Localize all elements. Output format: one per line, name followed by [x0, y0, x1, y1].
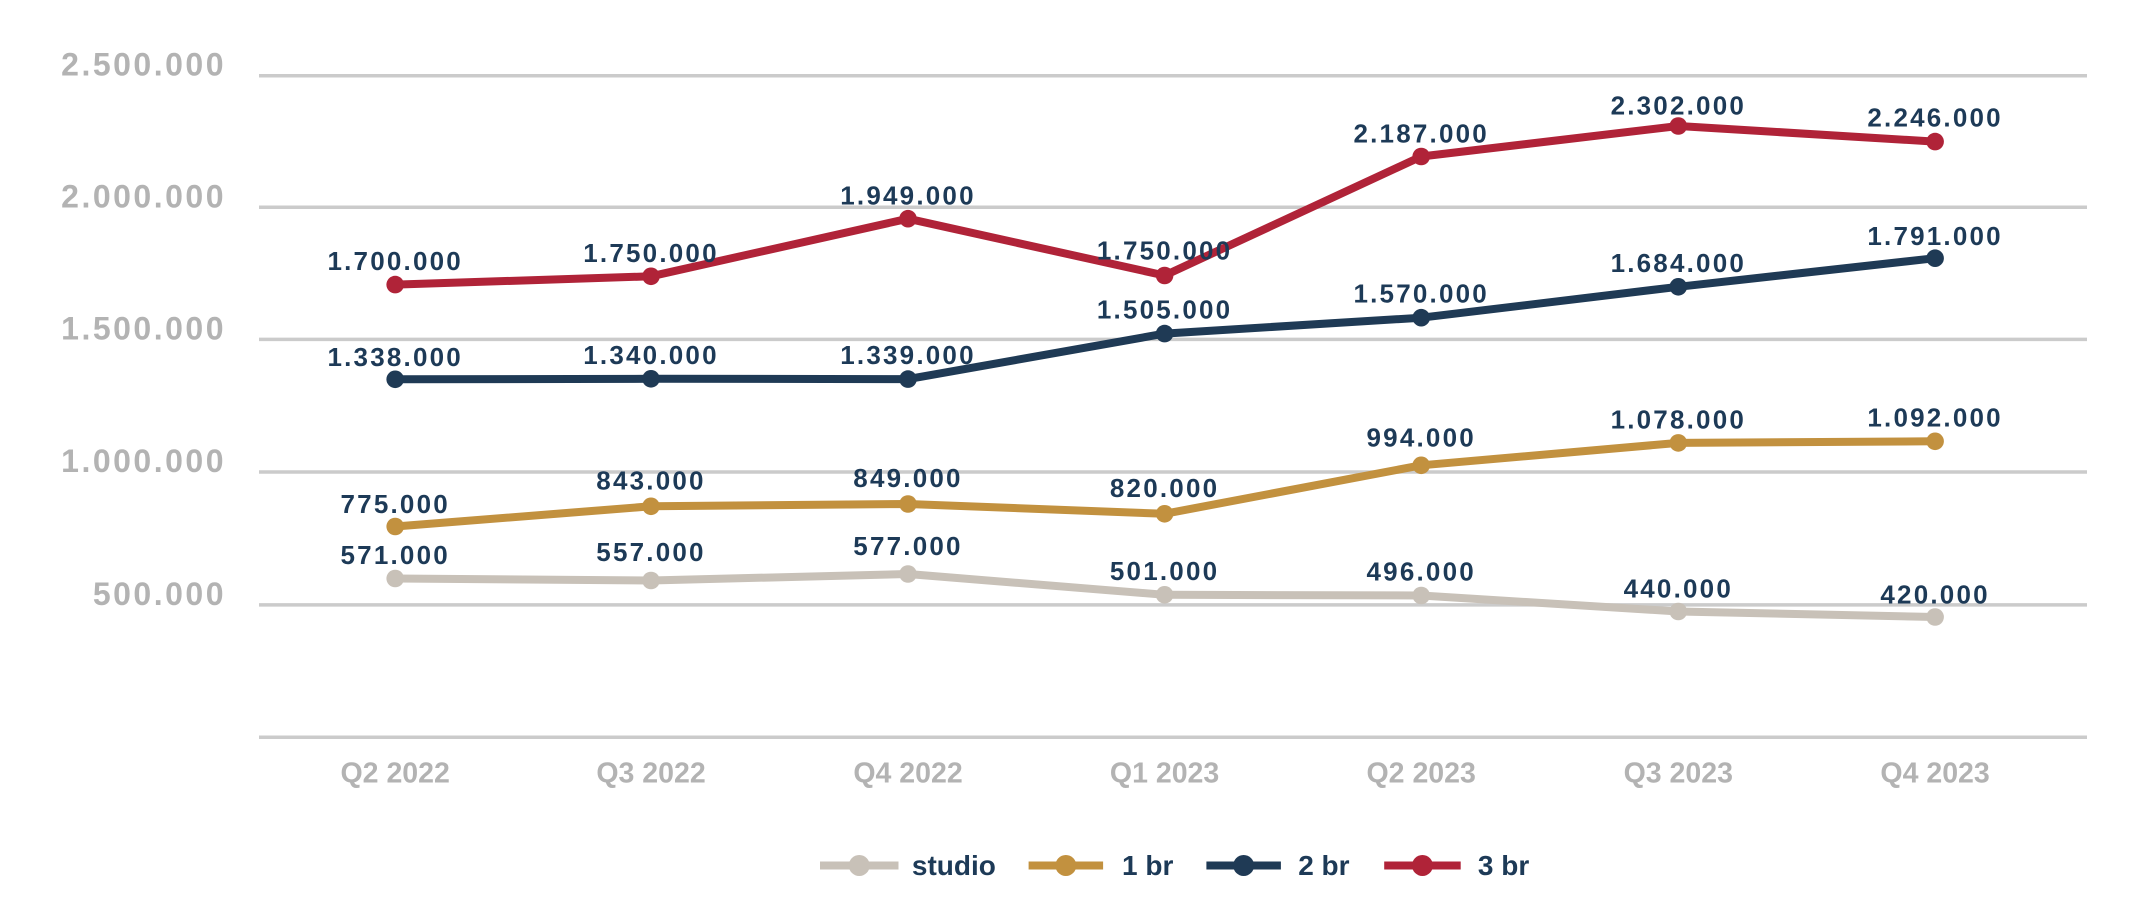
svg-text:1.500.000: 1.500.000 [61, 310, 226, 346]
svg-text:501.000: 501.000 [1110, 556, 1219, 586]
svg-text:3 br: 3 br [1478, 850, 1529, 881]
svg-text:2.500.000: 2.500.000 [61, 47, 226, 83]
svg-text:2.000.000: 2.000.000 [61, 178, 226, 214]
svg-text:1.000.000: 1.000.000 [61, 443, 226, 479]
svg-text:1.700.000: 1.700.000 [327, 246, 462, 276]
svg-text:Q2 2023: Q2 2023 [1367, 758, 1476, 790]
svg-text:557.000: 557.000 [596, 537, 705, 567]
svg-text:440.000: 440.000 [1624, 574, 1733, 604]
svg-text:Q4 2022: Q4 2022 [853, 758, 962, 790]
svg-text:849.000: 849.000 [853, 463, 962, 493]
svg-text:1.092.000: 1.092.000 [1867, 402, 2002, 432]
svg-text:1.338.000: 1.338.000 [327, 342, 462, 372]
svg-text:1.339.000: 1.339.000 [840, 340, 975, 370]
svg-text:820.000: 820.000 [1110, 473, 1219, 503]
svg-text:2.246.000: 2.246.000 [1867, 102, 2002, 132]
svg-text:1.949.000: 1.949.000 [840, 181, 975, 211]
svg-text:775.000: 775.000 [341, 489, 450, 519]
svg-text:420.000: 420.000 [1880, 580, 1989, 610]
svg-text:2 br: 2 br [1298, 850, 1349, 881]
svg-text:571.000: 571.000 [341, 540, 450, 570]
svg-text:496.000: 496.000 [1367, 557, 1476, 587]
svg-text:Q3 2022: Q3 2022 [596, 758, 705, 790]
svg-text:1.684.000: 1.684.000 [1611, 248, 1746, 278]
svg-text:1 br: 1 br [1122, 850, 1173, 881]
svg-text:Q4 2023: Q4 2023 [1880, 758, 1989, 790]
svg-text:1.750.000: 1.750.000 [1097, 236, 1232, 266]
svg-text:1.750.000: 1.750.000 [583, 238, 718, 268]
svg-text:studio: studio [912, 850, 996, 881]
svg-text:Q3 2023: Q3 2023 [1624, 758, 1733, 790]
svg-text:1.505.000: 1.505.000 [1097, 295, 1232, 325]
svg-text:Q1 2023: Q1 2023 [1110, 758, 1219, 790]
svg-text:1.078.000: 1.078.000 [1611, 405, 1746, 435]
svg-text:1.340.000: 1.340.000 [583, 340, 718, 370]
svg-text:1.570.000: 1.570.000 [1353, 279, 1488, 309]
svg-text:994.000: 994.000 [1367, 423, 1476, 453]
svg-text:2.302.000: 2.302.000 [1611, 91, 1746, 121]
svg-text:1.791.000: 1.791.000 [1867, 221, 2002, 251]
svg-text:577.000: 577.000 [853, 531, 962, 561]
svg-text:500.000: 500.000 [93, 576, 226, 612]
svg-text:Q2 2022: Q2 2022 [341, 758, 450, 790]
svg-text:2.187.000: 2.187.000 [1353, 119, 1488, 149]
svg-text:843.000: 843.000 [596, 466, 705, 496]
